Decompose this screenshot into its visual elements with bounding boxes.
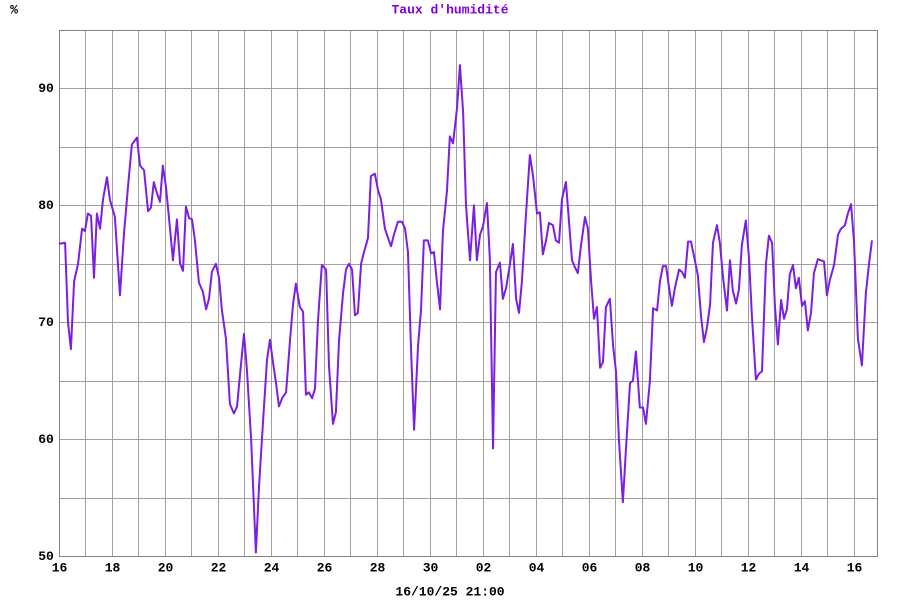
- y-tick-label: 80: [38, 198, 54, 213]
- x-tick-label: 14: [794, 560, 810, 575]
- chart-title: Taux d'humidité: [391, 2, 508, 17]
- x-tick-label: 28: [370, 560, 386, 575]
- y-tick-label: 70: [38, 315, 54, 330]
- y-tick-label: 50: [38, 549, 54, 564]
- x-tick-label: 30: [423, 560, 439, 575]
- x-tick-label: 26: [317, 560, 333, 575]
- y-tick-label: 60: [38, 432, 54, 447]
- x-caption: 16/10/25 21:00: [395, 584, 504, 599]
- data-line: [58, 64, 873, 554]
- x-tick-label: 16: [52, 560, 68, 575]
- x-tick-label: 04: [529, 560, 545, 575]
- x-tick-label: 20: [158, 560, 174, 575]
- x-tick-label: 12: [741, 560, 757, 575]
- x-tick-label: 06: [582, 560, 598, 575]
- x-tick-label: 22: [211, 560, 227, 575]
- y-tick-label: 90: [38, 81, 54, 96]
- x-tick-label: 10: [688, 560, 704, 575]
- x-tick-label: 18: [105, 560, 121, 575]
- y-unit: %: [10, 2, 18, 17]
- plot-frame: [59, 30, 878, 557]
- x-tick-label: 08: [635, 560, 651, 575]
- x-tick-label: 02: [476, 560, 492, 575]
- x-tick-label: 16: [847, 560, 863, 575]
- x-tick-label: 24: [264, 560, 280, 575]
